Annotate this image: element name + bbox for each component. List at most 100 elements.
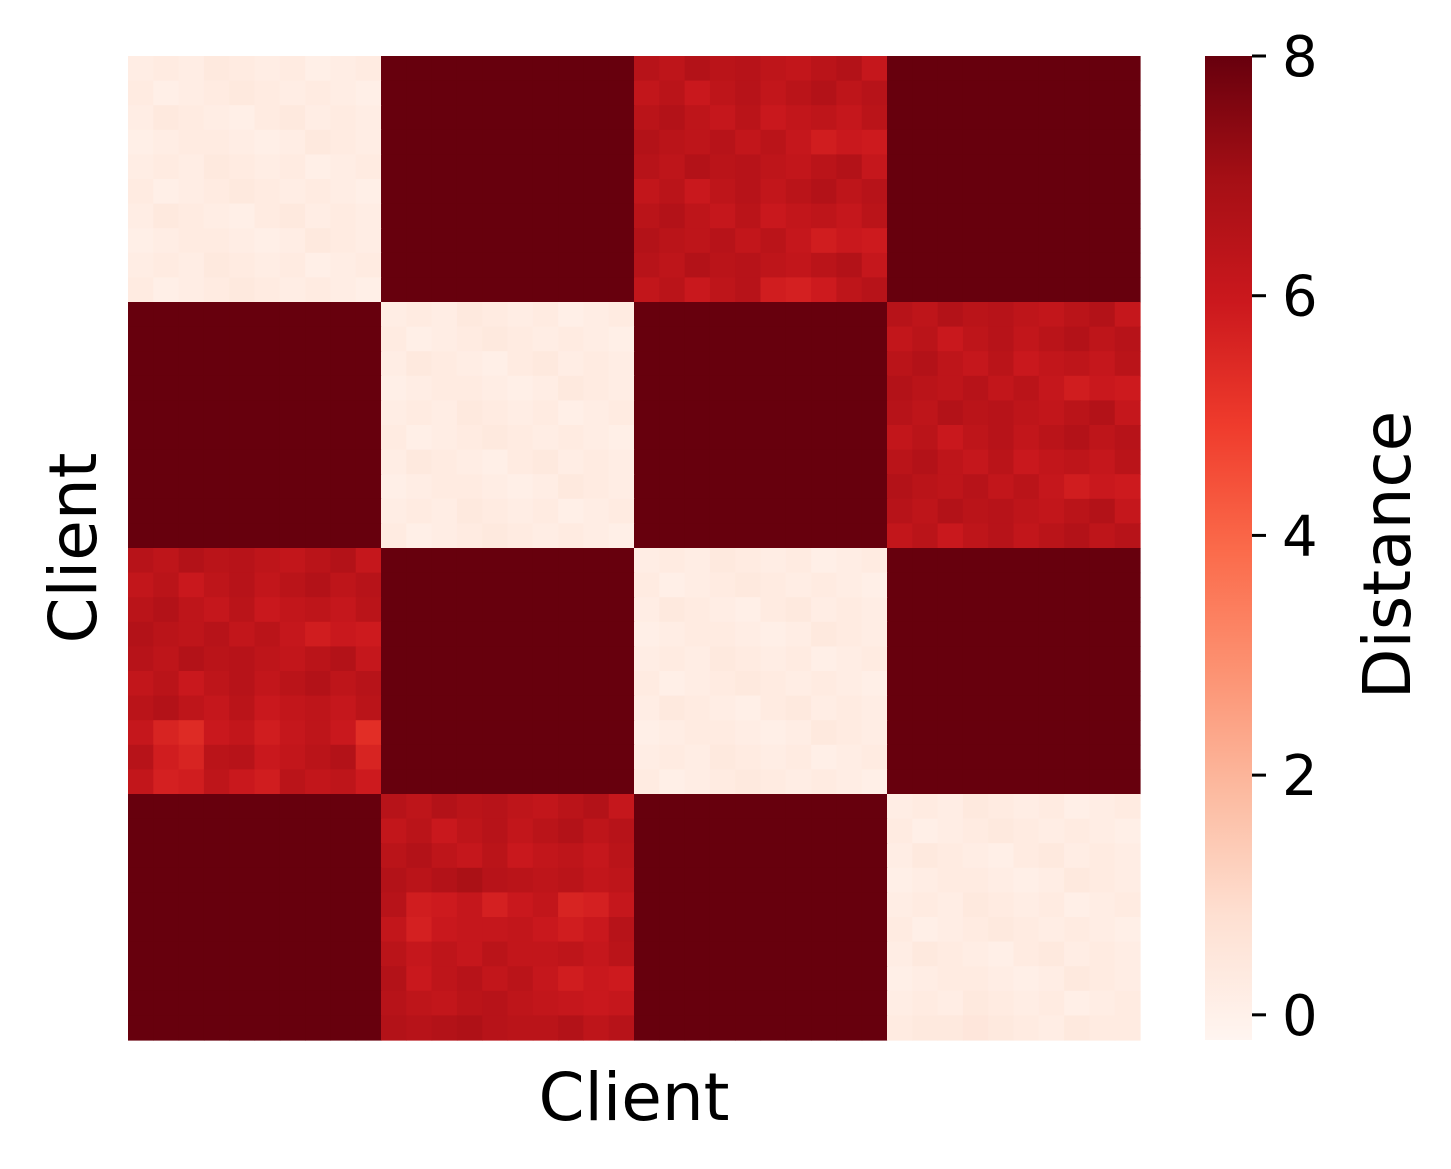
heatmap-cell xyxy=(836,990,863,1016)
heatmap-cell xyxy=(507,966,534,992)
heatmap-cell xyxy=(1089,572,1116,598)
heatmap-cell xyxy=(381,769,407,795)
heatmap-cell xyxy=(785,154,812,180)
heatmap-cell xyxy=(558,548,584,574)
heatmap-cell xyxy=(1038,80,1065,106)
heatmap-cell xyxy=(760,129,787,155)
heatmap-cell xyxy=(988,941,1015,967)
heatmap-cell xyxy=(608,621,635,647)
heatmap-cell xyxy=(532,425,559,451)
heatmap-cell xyxy=(381,252,407,278)
heatmap-cell xyxy=(912,351,939,377)
heatmap-cell xyxy=(659,498,686,524)
heatmap-cell xyxy=(887,302,913,328)
heatmap-cell xyxy=(1064,671,1090,697)
heatmap-cell xyxy=(735,720,762,746)
heatmap-cell xyxy=(507,744,534,770)
heatmap-cell xyxy=(153,744,180,770)
heatmap-cell xyxy=(203,548,230,574)
heatmap-cell xyxy=(634,720,660,746)
heatmap-cell xyxy=(937,769,964,795)
heatmap-cell xyxy=(659,425,686,451)
heatmap-cell xyxy=(229,523,256,549)
heatmap-cell xyxy=(279,302,306,328)
heatmap-cell xyxy=(558,154,584,180)
heatmap-cell xyxy=(634,302,660,328)
heatmap-cell xyxy=(583,203,610,229)
heatmap-cell xyxy=(381,597,407,623)
heatmap-cell xyxy=(153,375,180,401)
heatmap-cell xyxy=(507,326,534,352)
heatmap-cell xyxy=(1013,474,1040,500)
heatmap-cell xyxy=(406,228,433,254)
heatmap-cell xyxy=(1013,1015,1040,1041)
heatmap-cell xyxy=(482,695,509,721)
heatmap-cell xyxy=(153,326,180,352)
heatmap-cell xyxy=(811,498,837,524)
heatmap-cell xyxy=(178,56,205,82)
heatmap-cell xyxy=(1089,474,1116,500)
heatmap-cell xyxy=(406,572,433,598)
heatmap-cell xyxy=(330,1015,357,1041)
heatmap-cell xyxy=(128,129,154,155)
heatmap-cell xyxy=(988,794,1015,820)
heatmap-cell xyxy=(785,252,812,278)
heatmap-cell xyxy=(153,867,180,893)
heatmap-cell xyxy=(760,671,787,697)
heatmap-cell xyxy=(811,80,837,106)
heatmap-cell xyxy=(153,818,180,844)
heatmap-cell xyxy=(937,843,964,869)
heatmap-cell xyxy=(962,400,989,426)
heatmap-cell xyxy=(988,351,1015,377)
heatmap-cell xyxy=(406,597,433,623)
heatmap-cell xyxy=(735,474,762,500)
heatmap-cell xyxy=(128,351,154,377)
heatmap-cell xyxy=(634,400,660,426)
heatmap-cell xyxy=(608,818,635,844)
heatmap-cell xyxy=(229,720,256,746)
heatmap-cell xyxy=(1114,621,1141,647)
heatmap-cell xyxy=(1038,302,1065,328)
heatmap-cell xyxy=(381,794,407,820)
heatmap-cell xyxy=(178,179,205,205)
heatmap-cell xyxy=(305,843,331,869)
heatmap-cell xyxy=(887,794,913,820)
heatmap-cell xyxy=(558,228,584,254)
heatmap-cell xyxy=(861,228,888,254)
heatmap-cell xyxy=(887,400,913,426)
heatmap-cell xyxy=(811,1015,837,1041)
heatmap-cell xyxy=(962,720,989,746)
heatmap-cell xyxy=(431,621,458,647)
heatmap-cell xyxy=(355,351,382,377)
heatmap-cell xyxy=(1089,892,1116,918)
heatmap-cell xyxy=(1064,105,1090,131)
heatmap-cell xyxy=(558,105,584,131)
heatmap-cell xyxy=(583,572,610,598)
heatmap-cell xyxy=(634,203,660,229)
heatmap-cell xyxy=(558,744,584,770)
heatmap-cell xyxy=(229,154,256,180)
heatmap-cell xyxy=(254,80,281,106)
heatmap-cell xyxy=(507,794,534,820)
heatmap-cell xyxy=(760,277,787,303)
heatmap-cell xyxy=(305,277,331,303)
heatmap-cell xyxy=(659,941,686,967)
heatmap-cell xyxy=(178,105,205,131)
heatmap-cell xyxy=(153,228,180,254)
heatmap-cell xyxy=(532,474,559,500)
heatmap-cell xyxy=(406,646,433,672)
heatmap-cell xyxy=(229,400,256,426)
heatmap-cell xyxy=(760,179,787,205)
heatmap-cell xyxy=(608,474,635,500)
heatmap-cell xyxy=(709,326,736,352)
heatmap-cell xyxy=(355,671,382,697)
colorbar-tick-label: 2 xyxy=(1282,744,1318,809)
heatmap-cell xyxy=(532,302,559,328)
heatmap-cell xyxy=(355,990,382,1016)
heatmap-cell xyxy=(785,474,812,500)
heatmap-cell xyxy=(229,326,256,352)
heatmap-cell xyxy=(836,375,863,401)
heatmap-cell xyxy=(153,695,180,721)
heatmap-cell xyxy=(532,154,559,180)
heatmap-cell xyxy=(507,548,534,574)
